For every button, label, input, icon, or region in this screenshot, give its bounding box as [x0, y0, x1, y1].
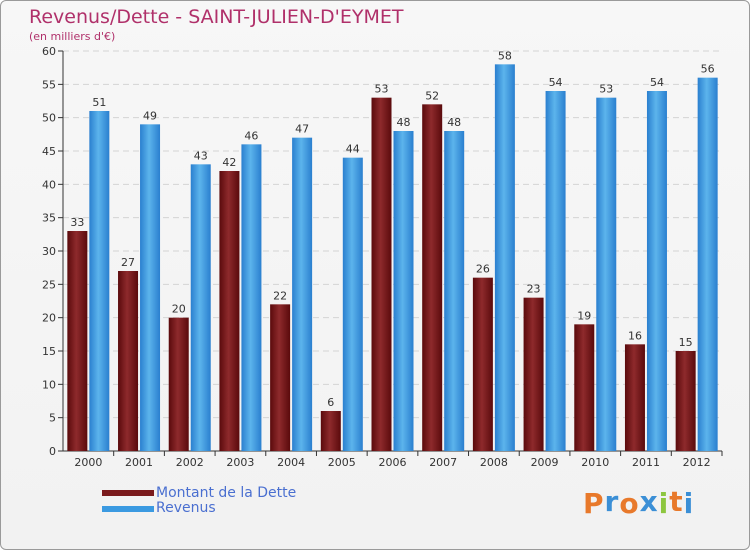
- y-tick-label: 10: [42, 378, 56, 391]
- data-label-dette: 42: [222, 156, 236, 169]
- logo-letter: r: [604, 485, 620, 518]
- bar-dette: [675, 351, 696, 451]
- bar-dette: [472, 277, 493, 451]
- x-tick-label: 2000: [74, 456, 102, 469]
- bar-revenus: [494, 64, 515, 452]
- x-tick-label: 2012: [683, 456, 711, 469]
- bar-dette: [270, 304, 291, 451]
- data-label-dette: 33: [70, 216, 84, 229]
- data-label-dette: 16: [628, 329, 642, 342]
- y-tick-label: 15: [42, 345, 56, 358]
- proxiti-logo: Proxiti: [583, 485, 695, 520]
- x-tick-label: 2009: [531, 456, 559, 469]
- data-label-revenus: 58: [498, 49, 512, 62]
- data-label-dette: 53: [375, 83, 389, 96]
- data-label-revenus: 48: [447, 116, 461, 129]
- data-label-revenus: 47: [295, 123, 309, 136]
- bar-dette: [624, 344, 645, 451]
- data-label-revenus: 49: [143, 109, 157, 122]
- bar-revenus: [545, 91, 566, 451]
- bar-dette: [371, 97, 392, 452]
- bar-revenus: [140, 124, 161, 451]
- data-label-dette: 22: [273, 289, 287, 302]
- y-tick-label: 35: [42, 212, 56, 225]
- y-tick-label: 45: [42, 145, 56, 158]
- logo-letter: i: [683, 487, 695, 520]
- bar-revenus: [393, 131, 414, 451]
- x-tick-label: 2002: [176, 456, 204, 469]
- data-label-revenus: 53: [599, 83, 613, 96]
- bar-revenus: [697, 77, 718, 452]
- logo-letter: P: [583, 487, 605, 520]
- x-tick-label: 2003: [226, 456, 254, 469]
- x-tick-label: 2011: [632, 456, 660, 469]
- bar-revenus: [646, 91, 667, 451]
- bar-dette: [422, 104, 443, 451]
- y-tick-label: 25: [42, 278, 56, 291]
- data-label-dette: 26: [476, 263, 490, 276]
- legend-swatch-dette: [102, 490, 154, 496]
- y-tick-label: 55: [42, 78, 56, 91]
- logo-letter: t: [669, 485, 684, 518]
- x-tick-label: 2007: [429, 456, 457, 469]
- data-label-revenus: 54: [650, 76, 664, 89]
- data-label-revenus: 54: [549, 76, 563, 89]
- data-label-revenus: 44: [346, 143, 360, 156]
- data-label-dette: 15: [679, 336, 693, 349]
- data-label-dette: 20: [172, 303, 186, 316]
- bar-revenus: [190, 164, 211, 452]
- data-label-dette: 27: [121, 256, 135, 269]
- bar-revenus: [596, 97, 617, 452]
- y-tick-label: 50: [42, 112, 56, 125]
- data-label-revenus: 43: [194, 149, 208, 162]
- y-tick-label: 30: [42, 245, 56, 258]
- data-label-dette: 19: [577, 309, 591, 322]
- y-tick-label: 40: [42, 178, 56, 191]
- legend-label-revenus: Revenus: [156, 500, 216, 516]
- x-tick-label: 2005: [328, 456, 356, 469]
- bar-revenus: [292, 137, 313, 451]
- data-label-revenus: 56: [701, 63, 715, 76]
- legend-label-dette: Montant de la Dette: [156, 485, 297, 501]
- bar-dette: [67, 231, 88, 451]
- bar-dette: [118, 271, 139, 451]
- x-tick-label: 2008: [480, 456, 508, 469]
- chart-title: Revenus/Dette - SAINT-JULIEN-D'EYMET: [29, 6, 404, 28]
- x-tick-label: 2001: [125, 456, 153, 469]
- y-tick-label: 20: [42, 312, 56, 325]
- logo-letter: x: [639, 485, 659, 518]
- bar-dette: [168, 317, 189, 451]
- chart-subtitle: (en milliers d'€): [29, 30, 116, 43]
- bar-revenus: [444, 131, 465, 451]
- bar-dette: [574, 324, 595, 451]
- bar-dette: [320, 411, 341, 451]
- y-tick-label: 60: [42, 45, 56, 58]
- bar-revenus: [89, 111, 110, 451]
- bar-revenus: [241, 144, 262, 452]
- data-label-dette: 6: [327, 396, 334, 409]
- logo-letter: o: [619, 487, 640, 520]
- data-label-revenus: 48: [397, 116, 411, 129]
- data-label-revenus: 51: [92, 96, 106, 109]
- data-label-revenus: 46: [244, 129, 258, 142]
- y-tick-label: 5: [49, 412, 56, 425]
- data-label-dette: 23: [527, 283, 541, 296]
- logo-letter: i: [658, 487, 670, 520]
- x-tick-label: 2004: [277, 456, 305, 469]
- data-label-dette: 52: [425, 89, 439, 102]
- y-tick-label: 0: [49, 445, 56, 458]
- bar-dette: [523, 297, 544, 451]
- bar-revenus: [342, 157, 363, 451]
- x-tick-label: 2006: [379, 456, 407, 469]
- x-tick-label: 2010: [581, 456, 609, 469]
- bar-dette: [219, 171, 240, 451]
- legend-swatch-revenus: [102, 506, 154, 512]
